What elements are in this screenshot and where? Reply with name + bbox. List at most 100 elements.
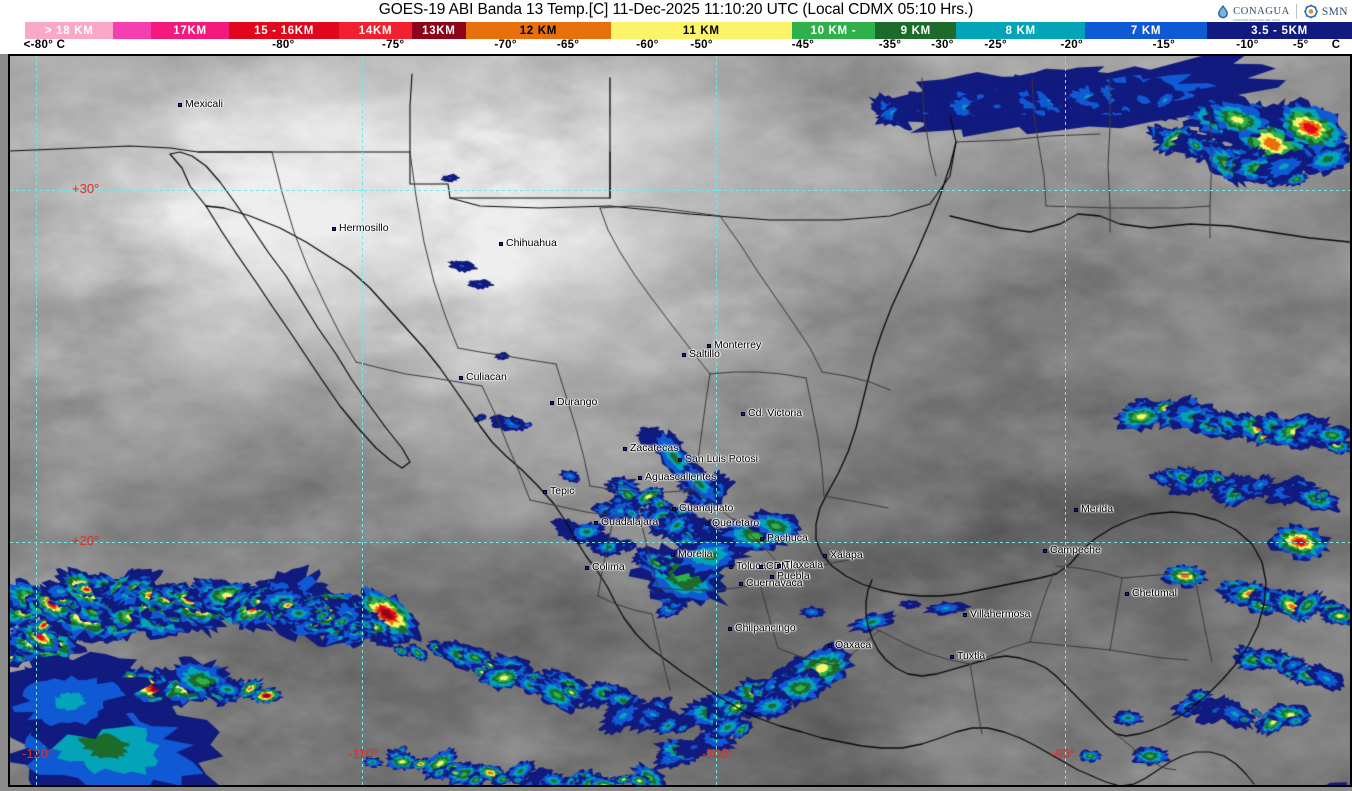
city-dot-icon [638,476,642,480]
city-name-label: Villahermosa [970,608,1031,620]
colorbar-temp-label: -10° [1236,39,1259,51]
map-frame: -120° -110° -100° -90° +30° +20° Mexicali Herm… [8,54,1352,787]
longitude-label: -120° [22,746,54,761]
colorbar-temp-label: -5° [1292,39,1309,51]
colorbar-segment: 10 KM - [791,22,875,39]
meridian-line [362,56,363,785]
city-name-label: Guadalajara [601,516,659,528]
city-dot-icon [672,507,676,511]
city-dot-icon [705,522,709,526]
colorbar-segment: 13KM [411,22,466,39]
city-dot-icon [728,627,732,631]
city-name-label: Tepic [550,485,575,497]
city-name-label: San Luis Potosi [685,453,758,465]
colorbar-segments: > 18 KM 17KM 15 - 16KM 14KM 13KM 12 KM 11 KM 10… [0,22,1352,39]
city-dot-icon [759,565,763,569]
colorbar-segment: > 18 KM [25,22,114,39]
city-dot-icon [178,103,182,107]
colorbar-segment: 15 - 16KM [228,22,340,39]
city-dot-icon [1074,508,1078,512]
city-name-label: Xalapa [830,549,863,561]
city-dot-icon [729,565,733,569]
page-title: GOES-19 ABI Banda 13 Temp.[C] 11-Dec-202… [378,1,974,18]
city-name-label: Queretaro [712,517,760,529]
colorbar-temp-label: -50° [690,39,713,51]
water-drop-icon [1216,4,1230,19]
smn-name: SMN [1321,5,1348,18]
city-dot-icon [623,447,627,451]
parallel-line [10,542,1350,543]
latitude-label: +30° [72,181,100,196]
logo-divider [1295,4,1297,19]
header-bar: GOES-19 ABI Banda 13 Temp.[C] 11-Dec-202… [0,0,1352,22]
city-name-label: Culiacan [466,371,507,383]
city-name-label: Guanajuato [679,502,734,514]
city-dot-icon [594,521,598,525]
city-name-label: Saltillo [689,348,720,360]
city-name-label: Cuernavaca [746,577,803,589]
gear-compass-icon [1303,4,1319,19]
city-name-label: Chetumal [1132,587,1177,599]
city-dot-icon [777,564,781,568]
city-dot-icon [707,344,711,348]
colorbar-temp-label: -20° [1060,39,1083,51]
city-dot-icon [550,401,554,405]
city-dot-icon [678,458,682,462]
colorbar-temp-label: -80° [272,39,295,51]
city-dot-icon [770,575,774,579]
longitude-label: -110° [348,746,379,761]
city-name-label: Tlaxcala [784,559,824,571]
meridian-line [716,56,717,785]
colorbar-temp-label: -45° [791,39,815,51]
city-dot-icon [499,242,503,246]
city-dot-icon [828,644,832,648]
city-name-label: CDMX [766,560,797,572]
conagua-logo: CONAGUA COMISIÓN NACIONAL DEL AGUA [1216,1,1290,22]
city-dot-icon [671,553,675,557]
city-name-label: Chilpancingo [735,622,796,634]
conagua-name: CONAGUA [1233,6,1290,17]
city-dot-icon [543,490,547,494]
city-name-label: Chihuahua [506,237,557,249]
city-dot-icon [741,412,745,416]
colorbar-temp-label: <-80° C [23,39,66,51]
city-dot-icon [950,655,954,659]
city-name-label: Hermosillo [339,222,389,234]
city-dot-icon [585,566,589,570]
longitude-label: -90° [1051,746,1075,761]
longitude-label: -100° [702,746,734,761]
city-dot-icon [963,613,967,617]
city-dot-icon [1125,592,1129,596]
colorbar-segment: 3.5 - 5KM [1207,22,1352,39]
colorbar-temp-label: -25° [984,39,1007,51]
infrared-satellite-imagery [10,56,1350,785]
colorbar-segment: 7 KM [1084,22,1208,39]
agency-logos: CONAGUA COMISIÓN NACIONAL DEL AGUA [1216,1,1348,22]
city-dot-icon [682,353,686,357]
city-name-label: Morelia [678,548,713,560]
colorbar-segment [0,22,26,39]
colorbar-segment: 14KM [339,22,412,39]
colorbar-temp-label: -15° [1152,39,1175,51]
colorbar-temp-label: C [1331,39,1341,51]
city-name-label: Merida [1081,503,1114,515]
temperature-colorbar: > 18 KM 17KM 15 - 16KM 14KM 13KM 12 KM 11 KM 10… [0,22,1352,54]
satellite-map[interactable]: -120° -110° -100° -90° +30° +20° Mexicali Herm… [0,54,1352,791]
parallel-line [10,190,1350,191]
city-name-label: Durango [557,396,598,408]
city-dot-icon [459,376,463,380]
city-name-label: Cd. Victoria [748,407,803,419]
conagua-wordmark: CONAGUA COMISIÓN NACIONAL DEL AGUA [1233,1,1290,22]
city-dot-icon [823,554,827,558]
meridian-line [1065,56,1066,785]
colorbar-segment [113,22,152,39]
colorbar-segment: 9 KM [875,22,957,39]
city-dot-icon [739,582,743,586]
colorbar-temp-label: -65° [556,39,580,51]
colorbar-temp-label: -70° [494,39,517,51]
city-name-label: Mexicali [185,98,223,110]
city-name-label: Campeche [1050,544,1101,556]
colorbar-segment: 11 KM [610,22,792,39]
city-name-label: Aguascalientes [645,471,717,483]
city-dot-icon [332,227,336,231]
